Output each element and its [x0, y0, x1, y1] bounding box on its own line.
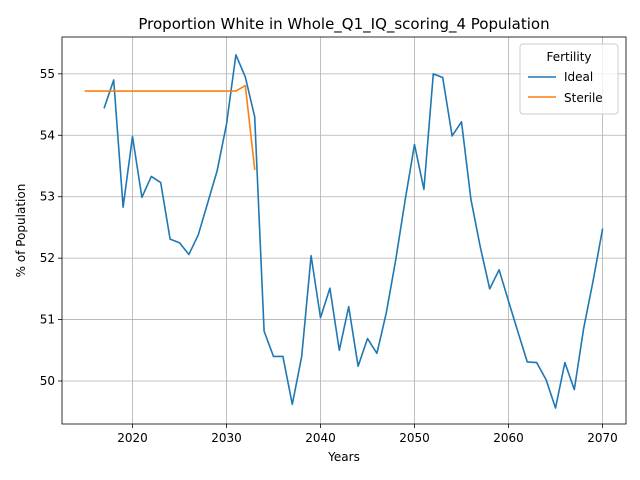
plot-frame — [61, 36, 627, 425]
x-tick-label: 2020 — [117, 431, 148, 445]
series-lines — [84, 54, 604, 409]
x-tick-label: 2060 — [493, 431, 524, 445]
x-axis-label: Years — [327, 450, 360, 464]
y-tick-label: 55 — [40, 67, 55, 81]
y-tick-label: 52 — [40, 251, 55, 265]
series-line-ideal — [103, 54, 604, 409]
y-axis-ticks: 50 51 52 53 54 55 — [40, 67, 62, 388]
x-axis-ticks: 2020 2030 2040 2050 2060 2070 — [117, 424, 618, 445]
legend: Fertility Ideal Sterile — [519, 43, 619, 115]
y-tick-label: 51 — [40, 313, 55, 327]
x-tick-label: 2070 — [587, 431, 618, 445]
series-line-sterile — [84, 84, 256, 170]
x-tick-label: 2050 — [399, 431, 430, 445]
legend-label-sterile: Sterile — [564, 91, 603, 105]
x-tick-label: 2030 — [211, 431, 242, 445]
y-tick-label: 53 — [40, 190, 55, 204]
legend-title: Fertility — [546, 50, 591, 64]
legend-label-ideal: Ideal — [564, 70, 593, 84]
chart-title: Proportion White in Whole_Q1_IQ_scoring_… — [138, 15, 549, 34]
y-tick-label: 54 — [40, 128, 55, 142]
y-axis-label: % of Population — [14, 184, 28, 278]
x-tick-label: 2040 — [305, 431, 336, 445]
y-tick-label: 50 — [40, 374, 55, 388]
